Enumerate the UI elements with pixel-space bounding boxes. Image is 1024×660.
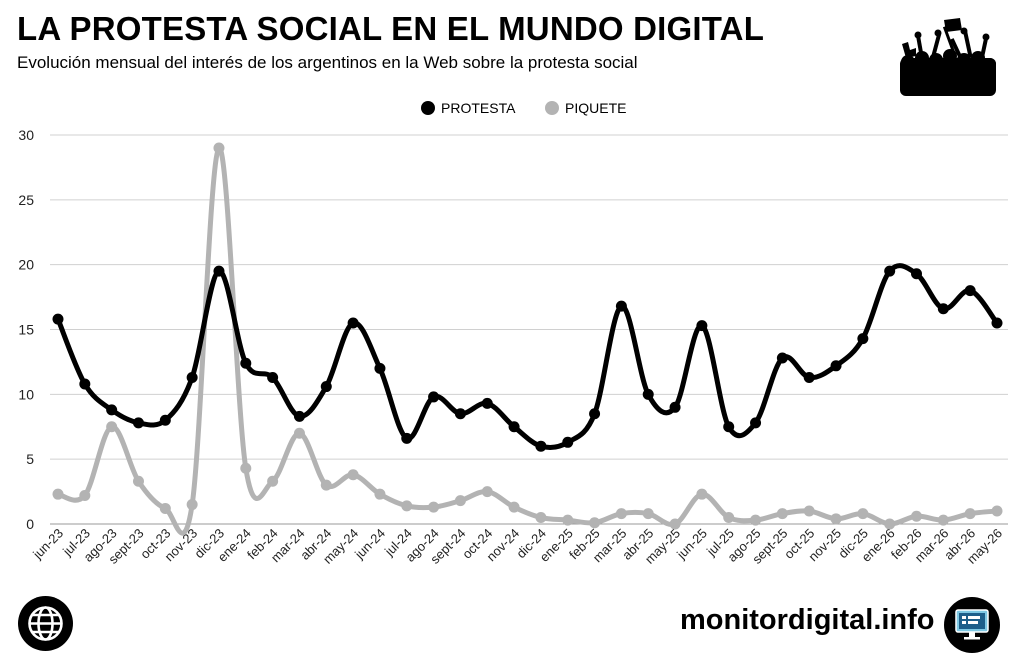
globe-badge	[18, 596, 73, 651]
data-point-piquete	[750, 514, 762, 526]
legend-marker-protesta	[421, 101, 435, 115]
data-point-protesta	[803, 371, 815, 383]
data-point-protesta	[562, 436, 574, 448]
site-url: monitordigital.info	[680, 604, 935, 636]
data-point-piquete	[642, 508, 654, 520]
data-point-protesta	[964, 285, 976, 297]
data-point-piquete	[454, 495, 466, 507]
x-tick-label: jun-24	[351, 526, 388, 563]
data-point-piquete	[267, 475, 279, 487]
data-point-piquete	[615, 508, 627, 520]
data-point-piquete	[696, 488, 708, 500]
data-point-piquete	[347, 469, 359, 481]
data-point-protesta	[428, 391, 440, 403]
data-point-protesta	[213, 265, 225, 277]
chart-subtitle: Evolución mensual del interés de los arg…	[17, 53, 638, 72]
data-point-protesta	[911, 268, 923, 280]
data-point-piquete	[213, 142, 225, 154]
data-point-piquete	[52, 488, 64, 500]
data-point-protesta	[401, 432, 413, 444]
data-point-piquete	[79, 489, 91, 501]
legend-label-protesta: PROTESTA	[441, 100, 516, 116]
data-point-protesta	[320, 381, 332, 393]
data-point-protesta	[79, 378, 91, 390]
data-point-piquete	[803, 505, 815, 517]
data-point-piquete	[884, 518, 896, 530]
data-point-protesta	[508, 421, 520, 433]
data-point-piquete	[535, 512, 547, 524]
data-point-protesta	[642, 388, 654, 400]
data-point-piquete	[481, 486, 493, 498]
data-point-piquete	[401, 500, 413, 512]
data-point-piquete	[159, 502, 171, 514]
data-point-piquete	[589, 517, 601, 529]
monitor-badge	[944, 597, 1000, 653]
data-point-piquete	[776, 508, 788, 520]
data-point-piquete	[964, 508, 976, 520]
data-point-piquete	[991, 505, 1003, 517]
data-point-protesta	[159, 414, 171, 426]
data-point-protesta	[535, 440, 547, 452]
data-point-piquete	[320, 479, 332, 491]
data-point-protesta	[589, 408, 601, 420]
y-tick-label: 5	[26, 451, 34, 467]
data-point-protesta	[696, 320, 708, 332]
data-point-protesta	[106, 404, 118, 416]
globe-icon	[28, 606, 63, 641]
data-point-piquete	[186, 499, 198, 511]
data-point-piquete	[669, 518, 681, 530]
data-point-piquete	[562, 514, 574, 526]
data-point-protesta	[240, 357, 252, 369]
data-point-piquete	[830, 513, 842, 525]
data-point-protesta	[186, 371, 198, 383]
y-tick-label: 0	[26, 516, 34, 532]
data-point-protesta	[723, 421, 735, 433]
legend-label-piquete: PIQUETE	[565, 100, 626, 116]
data-point-protesta	[52, 313, 64, 325]
data-point-protesta	[669, 401, 681, 413]
y-tick-label: 25	[18, 192, 34, 208]
data-point-protesta	[776, 352, 788, 364]
data-point-piquete	[240, 462, 252, 474]
data-point-protesta	[857, 333, 869, 345]
data-point-piquete	[428, 501, 440, 513]
data-point-protesta	[347, 317, 359, 329]
y-tick-label: 15	[18, 322, 34, 338]
y-tick-label: 20	[18, 257, 34, 273]
data-point-protesta	[293, 410, 305, 422]
data-point-protesta	[481, 397, 493, 409]
data-point-piquete	[857, 508, 869, 520]
monitor-icon	[955, 609, 989, 640]
legend-marker-piquete	[545, 101, 559, 115]
x-tick-label: jun-23	[29, 526, 66, 563]
data-point-protesta	[991, 317, 1003, 329]
data-point-protesta	[374, 362, 386, 374]
data-point-piquete	[293, 427, 305, 439]
data-point-protesta	[830, 360, 842, 372]
data-point-protesta	[454, 408, 466, 420]
chart-title: LA PROTESTA SOCIAL EN EL MUNDO DIGITAL	[17, 10, 765, 47]
data-point-piquete	[911, 510, 923, 522]
data-point-piquete	[106, 421, 118, 433]
data-point-piquete	[132, 475, 144, 487]
data-point-protesta	[132, 417, 144, 429]
x-tick-label: jun-25	[673, 526, 710, 563]
data-point-protesta	[267, 371, 279, 383]
protest-crowd-icon	[900, 18, 996, 96]
y-tick-label: 10	[18, 386, 34, 402]
data-point-piquete	[937, 514, 949, 526]
data-point-piquete	[374, 488, 386, 500]
y-tick-label: 30	[18, 127, 34, 143]
data-point-piquete	[723, 512, 735, 524]
data-point-protesta	[750, 417, 762, 429]
data-point-protesta	[937, 303, 949, 315]
data-point-protesta	[884, 265, 896, 277]
data-point-protesta	[615, 300, 627, 312]
data-point-piquete	[508, 501, 520, 513]
